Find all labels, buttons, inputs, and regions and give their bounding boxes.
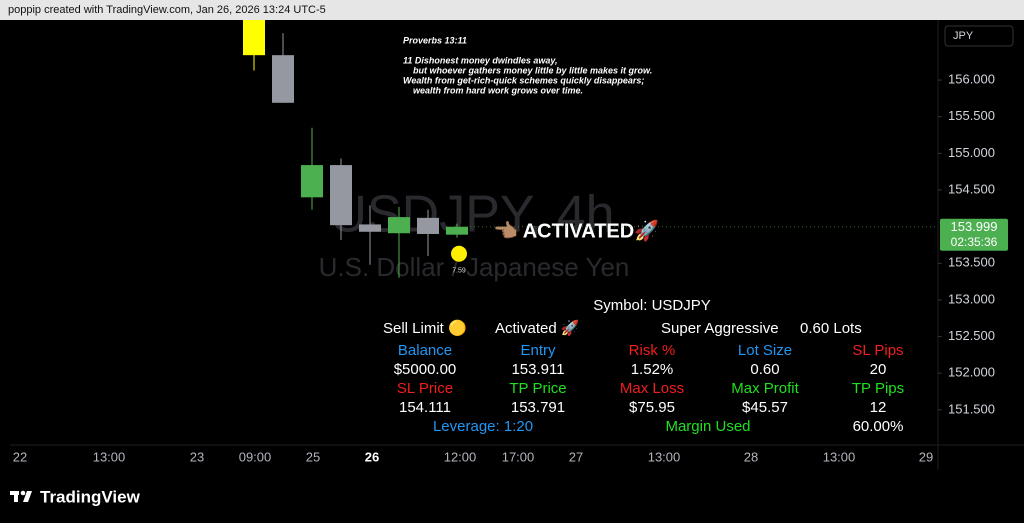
panel-cell: 153.791: [511, 399, 565, 416]
y-tick-label: 151.500: [948, 401, 995, 416]
note-line: but whoever gathers money little by litt…: [413, 65, 652, 75]
x-tick-label: 13:00: [93, 449, 126, 464]
y-tick-label: 155.000: [948, 145, 995, 160]
x-tick-label: 25: [306, 449, 320, 464]
leverage: Leverage: 1:20: [433, 418, 533, 435]
candle-body: [272, 55, 294, 103]
y-tick-label: 152.000: [948, 365, 995, 380]
mode: Super Aggressive: [661, 320, 779, 337]
candles: [243, 20, 468, 278]
panel-cell: $5000.00: [394, 361, 457, 378]
logo-mark: [20, 490, 26, 496]
panel-cell: $75.95: [629, 399, 675, 416]
x-tick-label: 13:00: [648, 449, 681, 464]
x-tick-label: 28: [744, 449, 758, 464]
symbol-watermark: USDJPY, 4h: [329, 186, 614, 244]
logo-mark: [23, 491, 32, 502]
y-tick-label: 153.000: [948, 291, 995, 306]
panel-cell: 12: [870, 399, 887, 416]
panel-symbol: Symbol: USDJPY: [593, 297, 711, 314]
margin-value: 60.00%: [853, 418, 904, 435]
margin-label: Margin Used: [665, 418, 750, 435]
y-tick-label: 155.500: [948, 108, 995, 123]
panel-cell: 154.111: [399, 399, 451, 416]
note-line: Wealth from get-rich-quick schemes quick…: [403, 75, 644, 85]
panel-cell: SL Pips: [852, 342, 903, 359]
marker-label: 7.59: [452, 268, 466, 275]
panel-cell: 20: [870, 361, 887, 378]
x-tick-label: 29: [919, 449, 933, 464]
caption: poppip created with TradingView.com, Jan…: [8, 4, 326, 16]
order-type: Sell Limit 🟡: [383, 319, 467, 337]
y-tick-label: 156.000: [948, 72, 995, 87]
candle-body: [388, 217, 410, 234]
x-tick-label: 22: [13, 449, 27, 464]
panel-cell: 1.52%: [631, 361, 674, 378]
panel-cell: 0.60: [750, 361, 779, 378]
panel-cell: SL Price: [397, 380, 453, 397]
panel-cell: 153.911: [511, 361, 564, 378]
last-price-box: [940, 218, 1008, 251]
panel-cell: Max Loss: [620, 380, 684, 397]
brand: TradingView: [40, 487, 141, 506]
panel-cell: TP Pips: [852, 380, 904, 397]
y-tick-label: 153.500: [948, 255, 995, 270]
panel-cell: Balance: [398, 342, 452, 359]
currency[interactable]: JPY: [953, 30, 974, 42]
candle-body: [359, 224, 381, 232]
status: 👈🏽 ACTIVATED🚀: [493, 218, 659, 242]
panel-cell: $45.57: [742, 399, 788, 416]
x-tick-label: 12:00: [444, 449, 477, 464]
description-watermark: U.S. Dollar / Japanese Yen: [319, 252, 630, 282]
logo: [10, 490, 32, 502]
top-bar: [0, 0, 1024, 20]
note-line: wealth from hard work grows over time.: [413, 85, 583, 95]
y-tick-label: 154.500: [948, 181, 995, 196]
panel-cell: TP Price: [509, 380, 566, 397]
last-price: 153.999: [951, 219, 998, 234]
candle-body: [330, 165, 352, 226]
note-line: 11 Dishonest money dwindles away,: [403, 55, 558, 65]
candle-body: [301, 165, 323, 198]
x-tick-label: 09:00: [239, 449, 272, 464]
panel-cell: Max Profit: [731, 380, 799, 397]
y-tick-label: 152.500: [948, 328, 995, 343]
panel-cell: Risk %: [629, 342, 676, 359]
marker: [451, 245, 467, 262]
currency-box[interactable]: [944, 25, 1014, 47]
x-tick-label: 17:00: [502, 449, 535, 464]
x-tick-label: 27: [569, 449, 583, 464]
panel-cell: Lot Size: [738, 342, 792, 359]
note-title: Proverbs 13:11: [403, 35, 467, 45]
x-tick-label: 13:00: [823, 449, 856, 464]
order-state: Activated 🚀: [495, 319, 580, 337]
lots: 0.60 Lots: [800, 320, 862, 337]
candle-body: [243, 20, 265, 56]
logo-mark: [14, 491, 18, 502]
x-tick-label: 26: [365, 449, 379, 464]
x-tick-label: 23: [190, 449, 204, 464]
panel-cell: Entry: [520, 342, 556, 359]
candle-body: [417, 217, 439, 234]
candle-body: [446, 226, 468, 235]
countdown: 02:35:36: [951, 235, 998, 249]
